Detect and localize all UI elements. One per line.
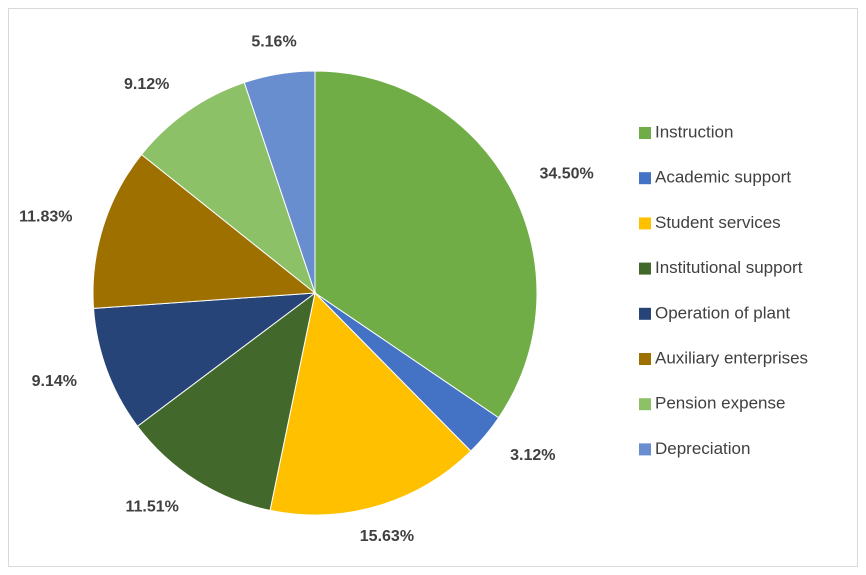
- legend-label: Pension expense: [655, 394, 785, 413]
- pie-slice: [314, 70, 538, 419]
- value-label: 9.12%: [124, 76, 169, 93]
- value-label: 11.83%: [19, 209, 72, 226]
- pie-slice: [92, 153, 317, 309]
- legend-swatch: [639, 443, 651, 456]
- value-label: 5.16%: [251, 34, 296, 51]
- pie-slice: [269, 291, 472, 516]
- pie-slice: [93, 292, 317, 427]
- legend-label: Operation of plant: [655, 303, 790, 322]
- legend-label: Auxiliary enterprises: [655, 348, 808, 367]
- legend-swatch: [639, 262, 651, 275]
- legend-swatch: [639, 127, 651, 139]
- legend-swatch: [639, 217, 651, 230]
- legend-label: Instruction: [655, 122, 733, 141]
- pie-slice: [140, 81, 317, 295]
- value-label: 9.14%: [32, 373, 77, 390]
- value-label: 34.50%: [539, 165, 593, 182]
- value-label: 15.63%: [360, 528, 414, 545]
- pie-slice: [136, 291, 316, 511]
- legend-swatch: [639, 172, 651, 185]
- value-label: 3.12%: [510, 447, 555, 464]
- legend-label: Depreciation: [655, 439, 750, 458]
- legend-label: Student services: [655, 213, 781, 232]
- legend-label: Academic support: [655, 168, 791, 187]
- value-label: 11.51%: [126, 499, 179, 516]
- legend-swatch: [639, 353, 651, 365]
- pie-slice: [243, 70, 316, 294]
- legend-swatch: [639, 307, 651, 320]
- legend-swatch: [639, 398, 651, 411]
- legend-label: Institutional support: [655, 258, 803, 277]
